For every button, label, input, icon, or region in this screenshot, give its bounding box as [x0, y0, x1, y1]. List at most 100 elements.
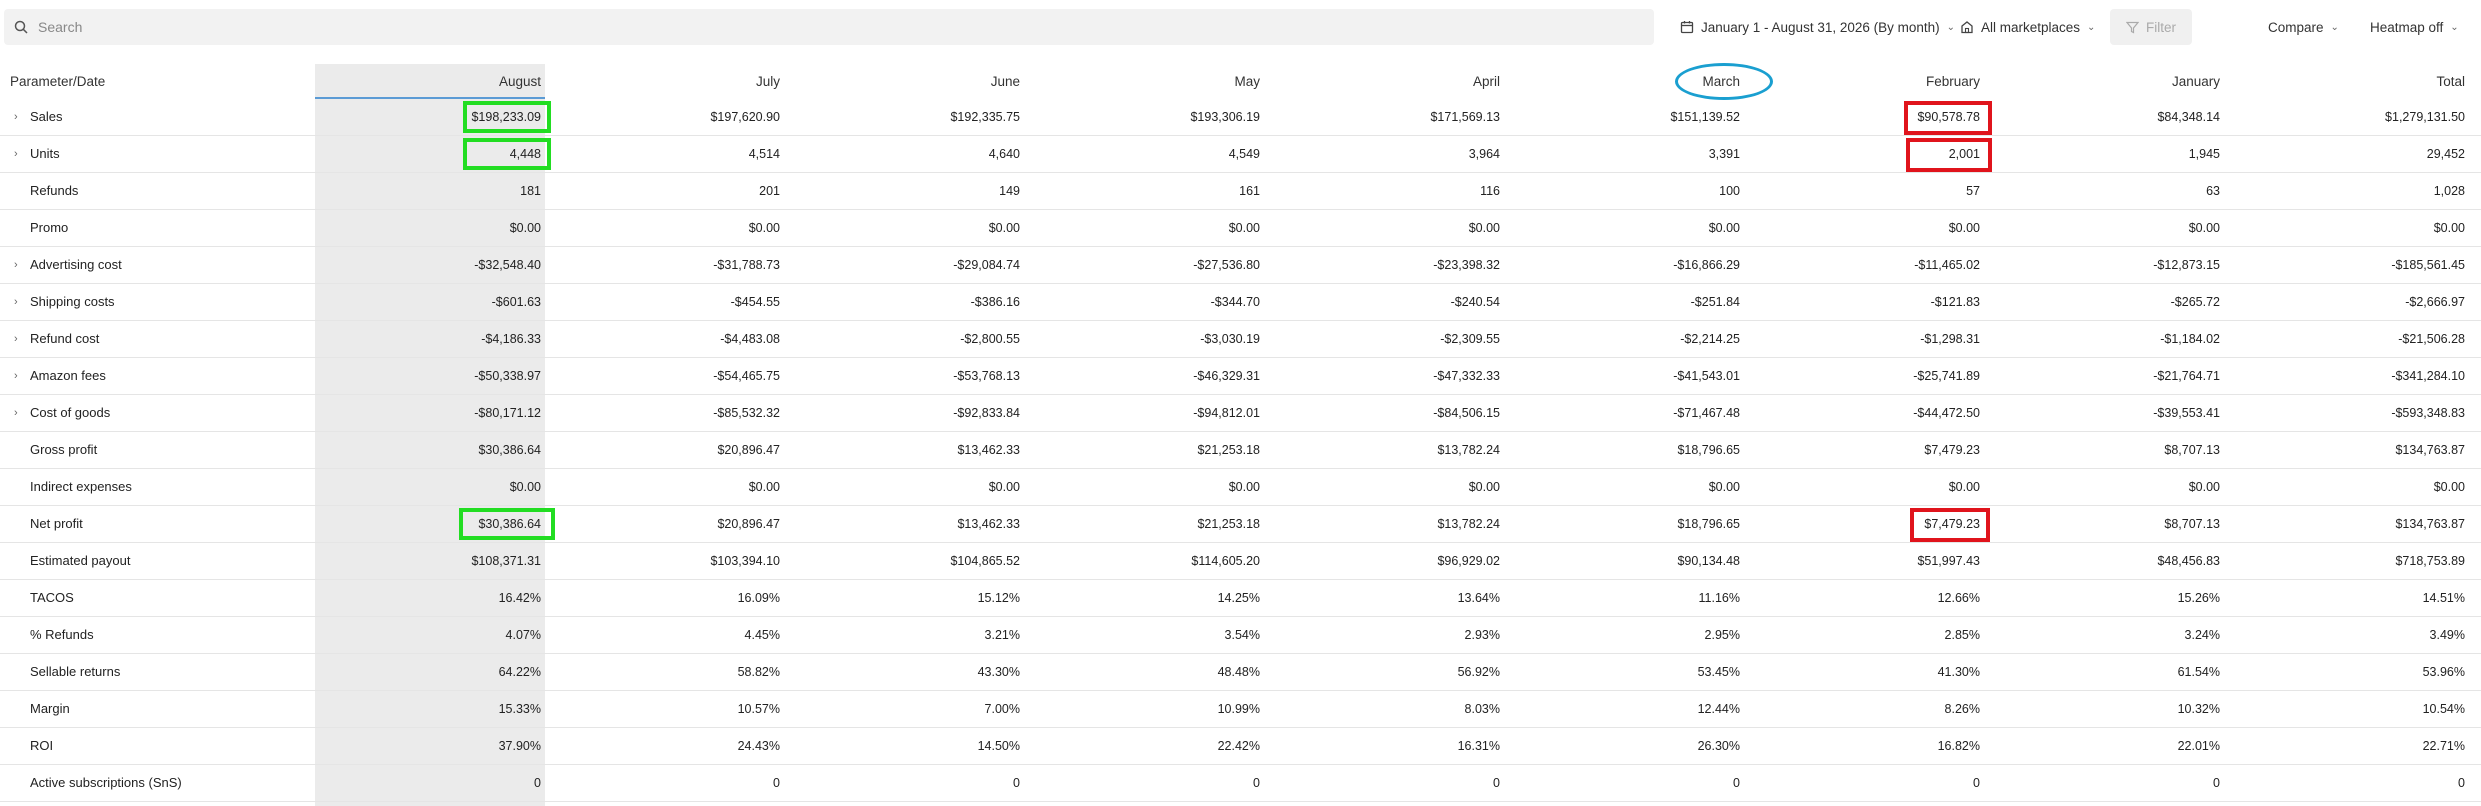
table-cell: 15.26%	[2177, 590, 2220, 605]
table-cell: -$41,543.01	[1673, 368, 1740, 383]
table-cell: 16.82%	[1937, 738, 1980, 753]
chevron-right-icon[interactable]: ›	[14, 110, 18, 123]
table-cell: $8,707.13	[2164, 516, 2220, 531]
search-bar[interactable]	[4, 9, 1654, 45]
table-cell: $151,139.52	[1670, 109, 1740, 124]
table-cell: 4,448	[509, 146, 541, 161]
table-cell: -$265.72	[2170, 294, 2220, 309]
table-row[interactable]: › Sales $198,233.09 $197,620.90 $192,335.75 $…	[0, 98, 2481, 136]
table-cell: 0	[1973, 775, 1980, 790]
table-cell: 3,391	[1708, 146, 1740, 161]
filter-button[interactable]: Filter	[2110, 9, 2192, 45]
row-label: Margin	[30, 701, 70, 716]
row-label: Promo	[30, 220, 69, 235]
table-row[interactable]: › Units 4,448 4,514 4,640 4,549 3,964 3,391 2,00…	[0, 135, 2481, 173]
table-cell: 4,640	[988, 146, 1020, 161]
row-label: Sellable returns	[30, 664, 121, 679]
table-row: Estimated payout $108,371.31 $103,394.10 $1…	[0, 542, 2481, 580]
marketplaces-dropdown[interactable]: All marketplaces ⌄	[1960, 9, 2095, 45]
table-cell: 0	[1493, 775, 1500, 790]
table-row[interactable]: › Amazon fees -$50,338.97 -$54,465.75 -$53,7…	[0, 357, 2481, 395]
highlight-box-green	[459, 508, 555, 540]
table-cell: $0.00	[1468, 220, 1500, 235]
table-cell: 63	[2206, 183, 2220, 198]
table-cell: 8.26%	[1944, 701, 1980, 716]
table-cell: $0.00	[748, 479, 780, 494]
table-cell: 1,028	[2433, 183, 2465, 198]
row-label: Refund cost	[30, 331, 100, 346]
row-label: Refunds	[30, 183, 79, 198]
table-cell: $0.00	[1228, 479, 1260, 494]
table-cell: $108,371.31	[471, 553, 541, 568]
table-cell: 16.42%	[498, 590, 541, 605]
table-cell: $20,896.47	[717, 516, 780, 531]
table-cell: -$1,298.31	[1920, 331, 1980, 346]
table-cell: 14.51%	[2422, 590, 2465, 605]
table-cell: 149	[999, 183, 1020, 198]
column-header-august[interactable]: August	[498, 73, 541, 89]
column-header-total[interactable]: Total	[2436, 73, 2465, 89]
date-range-picker[interactable]: January 1 - August 31, 2026 (By month) ⌄	[1680, 9, 1955, 45]
table-row: Indirect expenses $0.00 $0.00 $0.00 $0.00 $0.…	[0, 468, 2481, 506]
table-cell: 116	[1480, 183, 1500, 198]
chevron-right-icon[interactable]: ›	[14, 369, 18, 382]
date-range-label: January 1 - August 31, 2026 (By month)	[1701, 19, 1940, 35]
heatmap-label: Heatmap off	[2370, 19, 2444, 35]
row-label: Shipping costs	[30, 294, 115, 309]
column-header-may[interactable]: May	[1234, 73, 1260, 89]
chevron-right-icon[interactable]: ›	[14, 332, 18, 345]
table-cell: 0	[1253, 775, 1260, 790]
table-cell: -$601.63	[491, 294, 541, 309]
chevron-down-icon: ⌄	[2450, 21, 2459, 33]
table-cell: -$3,030.19	[1200, 331, 1260, 346]
row-label: Sales	[30, 109, 63, 124]
table-row: % Refunds 4.07% 4.45% 3.21% 3.54% 2.93% 2.95% 2…	[0, 616, 2481, 654]
table-cell: -$94,812.01	[1193, 405, 1260, 420]
table-row: Active subscriptions (SnS) 0 0 0 0 0 0 0 0 0	[0, 764, 2481, 802]
column-header-january[interactable]: January	[2171, 73, 2220, 89]
highlight-box-red	[1906, 138, 1992, 172]
row-label: Estimated payout	[30, 553, 131, 568]
table-cell: $30,386.64	[478, 516, 541, 531]
row-label: ROI	[30, 738, 54, 753]
table-cell: $0.00	[988, 479, 1020, 494]
table-row: ROI 37.90% 24.43% 14.50% 22.42% 16.31% 26.30% 1…	[0, 727, 2481, 765]
table-cell: -$29,084.74	[953, 257, 1020, 272]
compare-dropdown[interactable]: Compare ⌄	[2268, 9, 2339, 45]
table-cell: $0.00	[509, 220, 541, 235]
table-cell: -$121.83	[1930, 294, 1980, 309]
table-cell: 48.48%	[1217, 664, 1260, 679]
table-cell: $13,462.33	[957, 442, 1020, 457]
chevron-right-icon[interactable]: ›	[14, 295, 18, 308]
table-cell: $0.00	[2433, 479, 2465, 494]
row-label: % Refunds	[30, 627, 94, 642]
column-header-february[interactable]: February	[1925, 73, 1980, 89]
table-cell: $104,865.52	[950, 553, 1020, 568]
table-cell: $20,896.47	[717, 442, 780, 457]
table-cell: 15.12%	[977, 590, 1020, 605]
table-row[interactable]: › Advertising cost -$32,548.40 -$31,788.73 -…	[0, 246, 2481, 284]
table-cell: $1,279,131.50	[2385, 109, 2465, 124]
table-cell: -$11,465.02	[1914, 257, 1980, 272]
table-row[interactable]: › Refund cost -$4,186.33 -$4,483.08 -$2,800.…	[0, 320, 2481, 358]
column-header-june[interactable]: June	[990, 73, 1020, 89]
table-cell: -$344.70	[1210, 294, 1260, 309]
chevron-right-icon[interactable]: ›	[14, 147, 18, 160]
table-row[interactable]: › Cost of goods -$80,171.12 -$85,532.32 -$92…	[0, 394, 2481, 432]
table-cell: $0.00	[1708, 220, 1740, 235]
table-cell: -$71,467.48	[1673, 405, 1740, 420]
table-row[interactable]: › Shipping costs -$601.63 -$454.55 -$386.16 -…	[0, 283, 2481, 321]
heatmap-dropdown[interactable]: Heatmap off ⌄	[2370, 9, 2459, 45]
search-input[interactable]	[36, 18, 1540, 36]
column-header-april[interactable]: April	[1472, 73, 1500, 89]
table-cell: $13,782.24	[1437, 516, 1500, 531]
table-cell: 2.95%	[1704, 627, 1740, 642]
table-cell: 10.32%	[2177, 701, 2220, 716]
table-cell: $84,348.14	[2157, 109, 2220, 124]
compare-label: Compare	[2268, 19, 2324, 35]
table-cell: -$80,171.12	[474, 405, 541, 420]
chevron-right-icon[interactable]: ›	[14, 406, 18, 419]
column-header-july[interactable]: July	[755, 73, 780, 89]
chevron-right-icon[interactable]: ›	[14, 258, 18, 271]
row-label: Cost of goods	[30, 405, 111, 420]
